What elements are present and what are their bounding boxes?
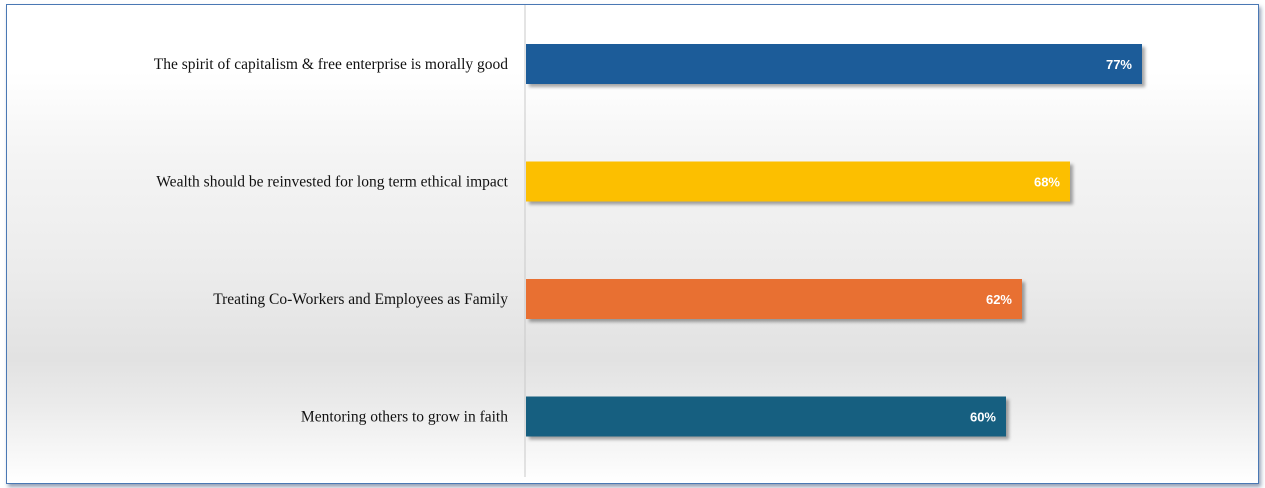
category-label-3: Treating Co-Workers and Employees as Fam… <box>213 291 508 308</box>
bar-2 <box>526 161 1070 202</box>
value-label-4: 60% <box>970 410 996 425</box>
bar-chart: The spirit of capitalism & free enterpri… <box>154 5 1142 477</box>
bar-1 <box>526 44 1142 84</box>
bar-4 <box>526 396 1006 437</box>
value-label-3: 62% <box>986 292 1012 307</box>
value-label-2: 68% <box>1034 175 1060 190</box>
category-label-2: Wealth should be reinvested for long ter… <box>156 174 508 191</box>
bars-layer <box>526 44 1142 437</box>
value-label-1: 77% <box>1106 57 1132 72</box>
category-labels: The spirit of capitalism & free enterpri… <box>154 56 509 426</box>
chart-frame: The spirit of capitalism & free enterpri… <box>6 4 1259 484</box>
category-label-4: Mentoring others to grow in faith <box>301 409 508 426</box>
value-labels: 77% 68% 62% 60% <box>970 57 1132 425</box>
bar-3 <box>526 279 1022 319</box>
category-label-1: The spirit of capitalism & free enterpri… <box>154 56 508 73</box>
